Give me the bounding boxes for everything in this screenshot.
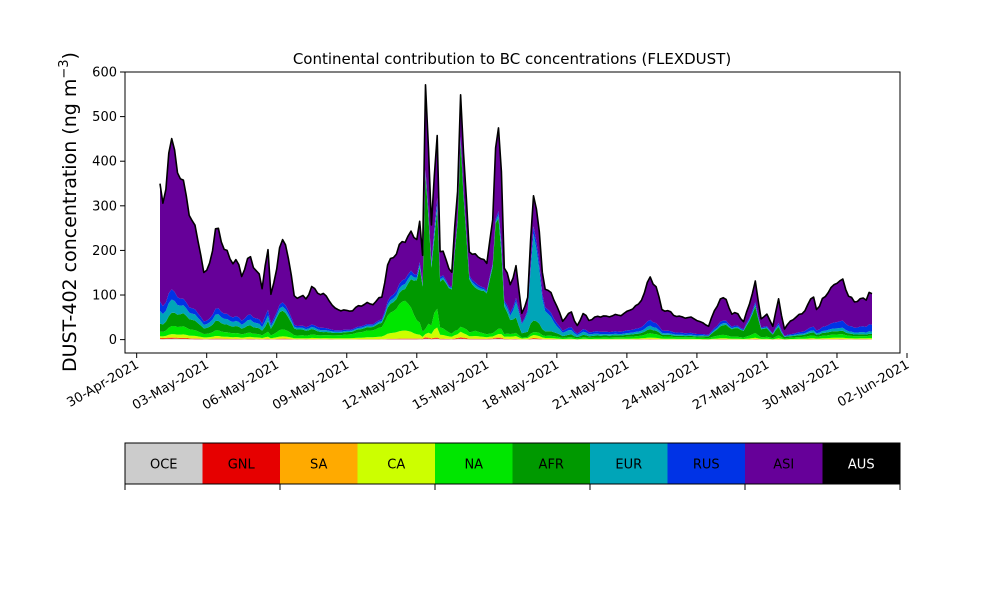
legend-label-ca: CA: [387, 458, 405, 473]
y-tick-label: 100: [92, 289, 117, 304]
y-axis-label-main: DUST-402 concentration (ng m: [59, 79, 81, 372]
total-line: [159, 84, 873, 330]
legend-swatch-eur: [590, 443, 668, 484]
y-axis-label: DUST-402 concentration (ng m−3): [57, 52, 81, 372]
y-tick-label: 300: [92, 199, 117, 214]
series-layer: [160, 84, 872, 340]
legend-swatch-aus: [822, 443, 900, 484]
legend-label-gnl: GNL: [228, 458, 256, 473]
y-tick-label: 400: [92, 155, 117, 170]
y-axis-label-exponent: −3: [57, 59, 72, 78]
y-tick-label: 600: [92, 66, 117, 81]
legend-swatch-afr: [512, 443, 590, 484]
area-series-ca: [160, 327, 872, 340]
legend-label-asi: ASI: [773, 458, 794, 473]
legend-swatch-sa: [280, 443, 358, 484]
legend-colorbar: OCE GNL SA CA NA AFR EUR RUS ASI AUS: [124, 442, 901, 490]
y-tick-label: 500: [92, 110, 117, 125]
y-axis: 0 100 200 300 400 500 600: [92, 66, 125, 348]
legend-label-oce: OCE: [150, 458, 178, 473]
legend-label-eur: EUR: [615, 458, 642, 473]
plot-frame: [124, 71, 901, 354]
y-axis-label-tail: ): [59, 52, 81, 59]
legend-label-rus: RUS: [693, 458, 720, 473]
legend-swatch-asi: [745, 443, 823, 484]
y-tick-label: 0: [109, 333, 117, 348]
legend-swatch-ca: [357, 443, 435, 484]
legend-swatch-gnl: [202, 443, 280, 484]
area-series-na: [160, 300, 872, 340]
legend-label-afr: AFR: [539, 458, 564, 473]
area-series-asi: [160, 84, 872, 336]
legend-label-sa: SA: [310, 458, 327, 473]
chart-title: Continental contribution to BC concentra…: [293, 50, 731, 68]
legend-swatch-oce: [125, 443, 203, 484]
legend-label-aus: AUS: [848, 458, 875, 473]
y-tick-label: 200: [92, 244, 117, 259]
legend-swatch-rus: [667, 443, 745, 484]
legend-frame: [124, 442, 901, 485]
legend-label-na: NA: [464, 458, 483, 473]
legend-swatch-na: [435, 443, 513, 484]
area-series-sa: [160, 336, 872, 340]
